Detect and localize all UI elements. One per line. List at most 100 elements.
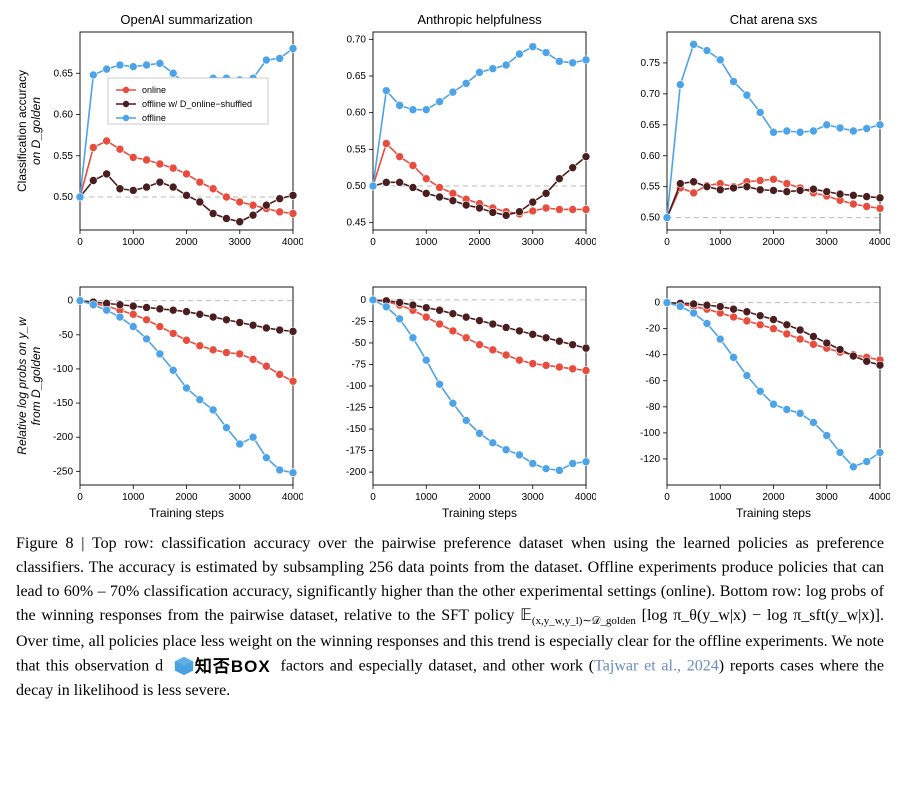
- svg-text:4000: 4000: [282, 492, 303, 503]
- svg-text:1000: 1000: [709, 492, 732, 503]
- svg-text:3000: 3000: [229, 492, 252, 503]
- svg-text:-80: -80: [645, 402, 660, 413]
- svg-text:0: 0: [361, 295, 367, 306]
- chart-svg: 0.50 0.55 0.60 0.65 0.70 0.75 0 1000 2000 3000 400…: [597, 10, 890, 265]
- svg-text:0: 0: [371, 237, 377, 248]
- svg-text:0.45: 0.45: [347, 218, 367, 229]
- svg-text:0.65: 0.65: [347, 71, 367, 82]
- svg-text:-50: -50: [352, 338, 367, 349]
- chart-cell: -120 -100 -80 -60 -40 -20 0 0 1000 2000 3000 4000 Tr…: [597, 265, 890, 520]
- svg-text:0.50: 0.50: [347, 181, 367, 192]
- chart-cell: -250 -200 -150 -100 -50 0 0 1000 2000 3000 4000 Rel…: [10, 265, 303, 520]
- svg-text:-60: -60: [645, 376, 660, 387]
- svg-text:0: 0: [77, 492, 83, 503]
- svg-text:-150: -150: [53, 398, 73, 409]
- svg-text:on D_golden: on D_golden: [29, 97, 43, 165]
- svg-text:0.50: 0.50: [54, 192, 74, 203]
- citation-link[interactable]: Tajwar et al., 2024: [594, 657, 719, 674]
- svg-text:4000: 4000: [869, 492, 890, 503]
- svg-text:0.60: 0.60: [54, 110, 74, 121]
- caption-text-3: factors and especially dataset, and othe…: [281, 657, 595, 674]
- svg-text:2000: 2000: [762, 237, 785, 248]
- svg-text:-125: -125: [346, 403, 366, 414]
- svg-text:-175: -175: [346, 446, 366, 457]
- svg-text:0.65: 0.65: [54, 68, 74, 79]
- svg-text:-25: -25: [352, 316, 367, 327]
- svg-text:0: 0: [664, 492, 670, 503]
- svg-text:0.75: 0.75: [640, 58, 660, 69]
- svg-text:4000: 4000: [575, 492, 596, 503]
- chart-cell: -200-175-150-125-100-75-50-2500100020003…: [303, 265, 596, 520]
- svg-text:3000: 3000: [815, 492, 838, 503]
- svg-text:Training steps: Training steps: [149, 506, 224, 520]
- svg-text:offline: offline: [142, 113, 166, 123]
- chart-svg: -200-175-150-125-100-75-50-2500100020003…: [303, 265, 596, 520]
- svg-text:Training steps: Training steps: [736, 506, 811, 520]
- caption-sub: (x,y_w,y_l)∼𝒟_golden: [532, 615, 636, 627]
- svg-text:1000: 1000: [122, 492, 145, 503]
- svg-text:-100: -100: [53, 364, 73, 375]
- watermark-icon: [173, 655, 195, 677]
- svg-text:0.55: 0.55: [54, 151, 74, 162]
- svg-text:3000: 3000: [229, 237, 252, 248]
- svg-text:-50: -50: [59, 330, 74, 341]
- svg-text:-200: -200: [346, 467, 366, 478]
- svg-text:0.55: 0.55: [347, 144, 367, 155]
- svg-text:4000: 4000: [869, 237, 890, 248]
- svg-text:0.55: 0.55: [640, 182, 660, 193]
- svg-text:1000: 1000: [122, 237, 145, 248]
- svg-text:0: 0: [371, 492, 377, 503]
- watermark-obscured: 知否BOX: [173, 654, 271, 680]
- svg-text:OpenAI summarization: OpenAI summarization: [120, 12, 252, 27]
- chart-cell: 0.45 0.50 0.55 0.60 0.65 0.70 0 1000 2000 3000 400…: [303, 10, 596, 265]
- svg-text:0.50: 0.50: [640, 213, 660, 224]
- svg-text:3000: 3000: [522, 492, 545, 503]
- svg-text:offline w/ D_online−shuffled: offline w/ D_online−shuffled: [142, 99, 252, 109]
- svg-text:0: 0: [654, 298, 660, 309]
- watermark-text: 知否BOX: [195, 654, 271, 680]
- svg-text:online: online: [142, 85, 166, 95]
- svg-text:0.60: 0.60: [347, 108, 367, 119]
- svg-text:-40: -40: [645, 350, 660, 361]
- figure-caption: Figure 8 | Top row: classification accur…: [10, 532, 890, 703]
- svg-text:0.60: 0.60: [640, 151, 660, 162]
- svg-text:-250: -250: [53, 466, 73, 477]
- svg-text:1000: 1000: [415, 237, 438, 248]
- svg-text:0.70: 0.70: [347, 34, 367, 45]
- chart-cell: 0.50 0.55 0.60 0.65 0.70 0.75 0 1000 2000 3000 400…: [597, 10, 890, 265]
- svg-text:3000: 3000: [522, 237, 545, 248]
- svg-text:3000: 3000: [815, 237, 838, 248]
- chart-svg: 0.500.550.600.6501000200030004000OpenAI …: [10, 10, 303, 265]
- svg-text:2000: 2000: [762, 492, 785, 503]
- svg-text:Classification accuracy: Classification accuracy: [15, 70, 29, 192]
- svg-text:-20: -20: [645, 324, 660, 335]
- svg-text:2000: 2000: [469, 492, 492, 503]
- svg-text:2000: 2000: [175, 492, 198, 503]
- svg-text:0.65: 0.65: [640, 120, 660, 131]
- svg-text:0: 0: [664, 237, 670, 248]
- svg-text:-100: -100: [346, 381, 366, 392]
- chart-svg: -250 -200 -150 -100 -50 0 0 1000 2000 3000 4000 Rel…: [10, 265, 303, 520]
- svg-text:-200: -200: [53, 432, 73, 443]
- figure-label: Figure 8: [16, 535, 74, 552]
- svg-text:4000: 4000: [575, 237, 596, 248]
- svg-text:-100: -100: [640, 428, 660, 439]
- svg-text:Chat arena sxs: Chat arena sxs: [729, 12, 817, 27]
- svg-text:from D_golden: from D_golden: [29, 346, 43, 425]
- charts-grid: 0.50 0.55 0.60 0.65 0 1000 2000 3000 4000 OpenAI …: [10, 10, 890, 520]
- svg-text:0: 0: [67, 296, 73, 307]
- svg-text:1000: 1000: [709, 237, 732, 248]
- chart-svg: -120 -100 -80 -60 -40 -20 0 0 1000 2000 3000 4000 Tr…: [597, 265, 890, 520]
- chart-cell: 0.500.550.600.6501000200030004000OpenAI …: [10, 10, 303, 265]
- svg-text:2000: 2000: [469, 237, 492, 248]
- figure-container: 0.50 0.55 0.60 0.65 0 1000 2000 3000 4000 OpenAI …: [10, 10, 890, 703]
- svg-text:-75: -75: [352, 359, 367, 370]
- svg-text:4000: 4000: [282, 237, 303, 248]
- svg-text:Relative log probs on y_w: Relative log probs on y_w: [15, 316, 29, 455]
- chart-svg: 0.45 0.50 0.55 0.60 0.65 0.70 0 1000 2000 3000 400…: [303, 10, 596, 265]
- svg-text:Anthropic helpfulness: Anthropic helpfulness: [418, 12, 543, 27]
- svg-text:2000: 2000: [175, 237, 198, 248]
- svg-text:0.70: 0.70: [640, 89, 660, 100]
- svg-text:-150: -150: [346, 424, 366, 435]
- svg-text:-120: -120: [640, 454, 660, 465]
